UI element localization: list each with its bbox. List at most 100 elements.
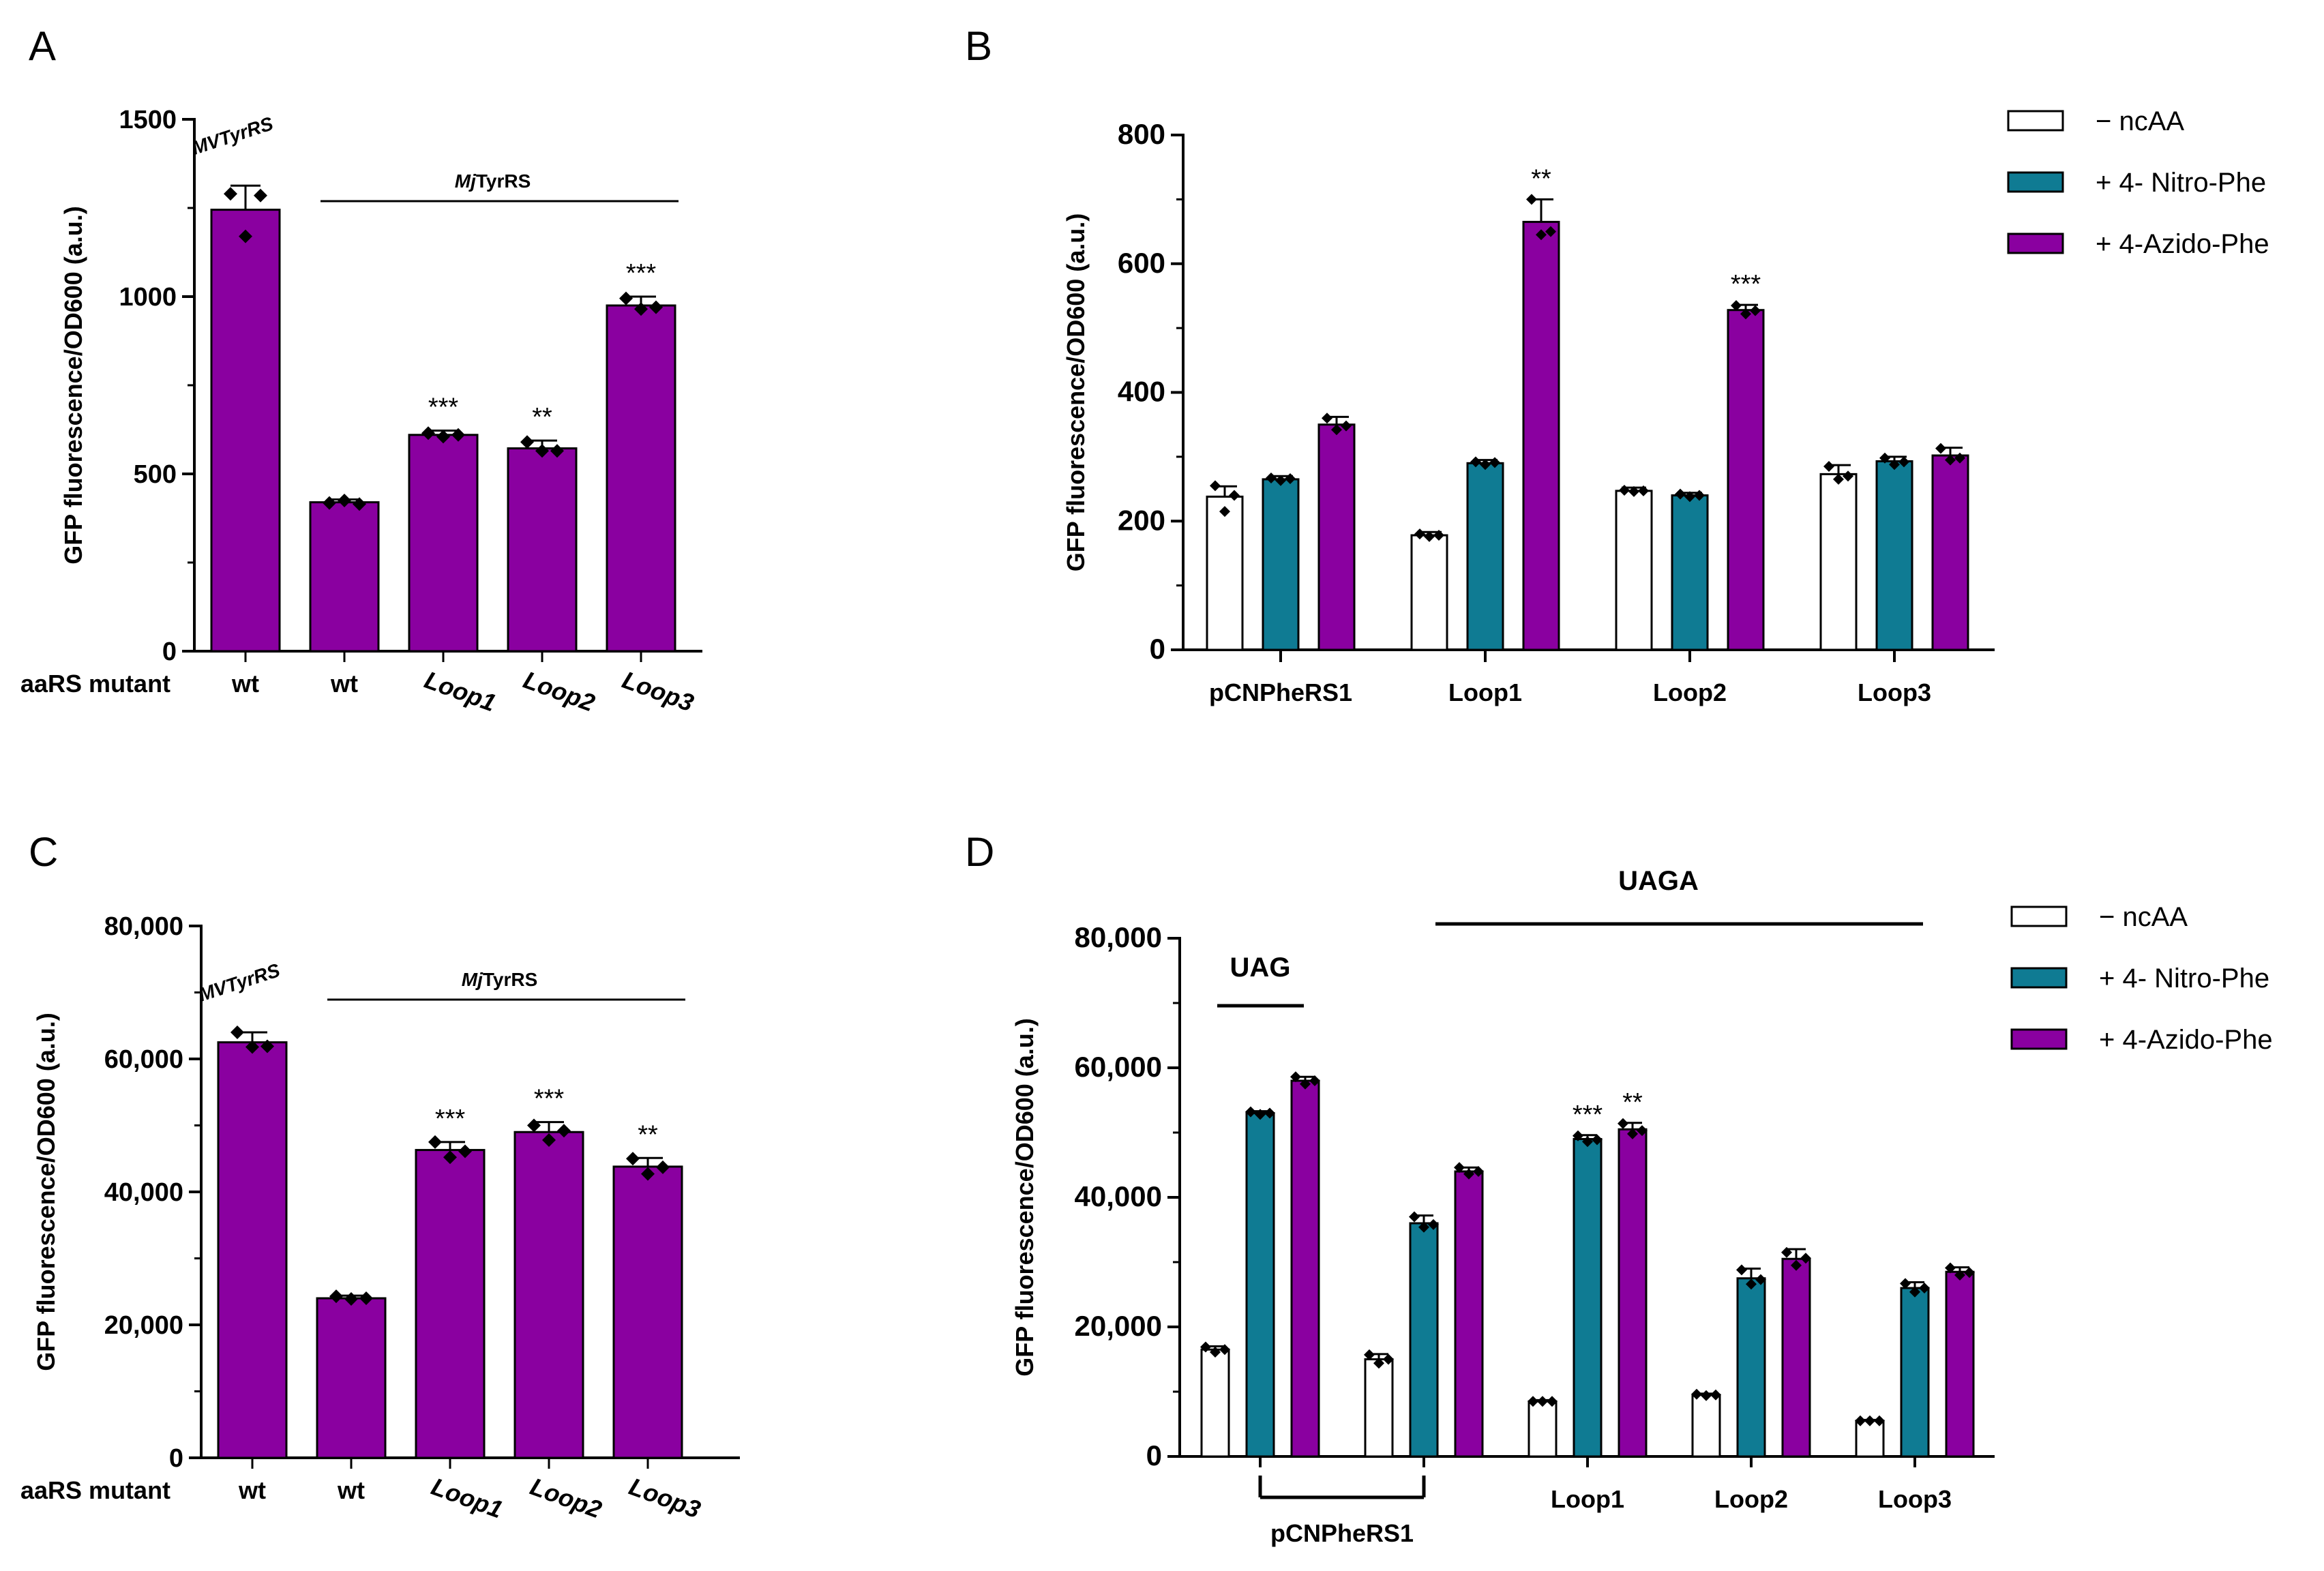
- category-label: Loop1: [1448, 678, 1522, 706]
- data-point: [344, 1291, 358, 1306]
- category-label: pCNPheRS1: [1209, 678, 1352, 706]
- legend-label: + 4-Azido-Phe: [2096, 229, 2269, 259]
- data-point: [1740, 308, 1751, 320]
- data-point: [626, 1152, 640, 1166]
- data-point: [1275, 475, 1286, 486]
- bar: [1900, 1287, 1930, 1458]
- panel-letter: D: [965, 829, 994, 875]
- y-axis-label: GFP fluorescence/OD600 (a.u.): [1011, 1018, 1039, 1377]
- category-label: Loop2: [520, 665, 598, 717]
- data-point: [1864, 1415, 1875, 1426]
- data-point: [1364, 1349, 1375, 1360]
- data-point: [1322, 413, 1332, 424]
- data-point: [1619, 484, 1630, 496]
- data-point: [1210, 1347, 1221, 1358]
- category-label: Loop2: [1714, 1485, 1788, 1513]
- category-label: Loop3: [1858, 678, 1931, 706]
- significance-marker: ***: [1573, 1101, 1603, 1129]
- y-tick-label: 80,000: [104, 912, 183, 941]
- data-point: [1833, 473, 1844, 485]
- data-point: [1285, 473, 1296, 484]
- data-point: [1954, 452, 1965, 464]
- data-point: [359, 1291, 373, 1305]
- data-point: [1684, 491, 1695, 503]
- data-point: [1428, 1218, 1439, 1230]
- category-label: Loop1: [1551, 1485, 1624, 1513]
- category-label: wt: [231, 670, 259, 698]
- category-label: pCNPheRS1: [1270, 1519, 1414, 1547]
- data-point: [1694, 490, 1705, 501]
- y-tick-label: 60,000: [1075, 1051, 1162, 1083]
- data-point: [338, 494, 351, 507]
- data-point: [1331, 424, 1342, 436]
- error-bar: [534, 1121, 564, 1133]
- data-point: [1473, 1166, 1484, 1177]
- y-tick-label: 40,000: [1075, 1180, 1162, 1212]
- data-point: [1945, 454, 1956, 466]
- bar: [408, 434, 479, 653]
- bar: [1931, 454, 1969, 651]
- data-point: [353, 497, 366, 511]
- category-label: Loop2: [526, 1472, 605, 1523]
- data-point: [1889, 459, 1900, 470]
- data-point: [641, 1167, 655, 1181]
- data-point: [1874, 1415, 1885, 1426]
- category-label: Loop2: [1653, 678, 1727, 706]
- legend-label: + 4- Nitro-Phe: [2099, 963, 2269, 993]
- group-label-mvtyrrs: MVTyrRS: [196, 959, 282, 1006]
- data-point: [1219, 506, 1230, 518]
- data-point: [1691, 1388, 1702, 1400]
- data-point: [634, 302, 648, 316]
- bar: [1364, 1358, 1394, 1458]
- uag-label: UAG: [1230, 953, 1291, 983]
- error-bar: [230, 184, 260, 210]
- panel-c: C 0 20,000 40,000 60,000 80,000 GFP fluorescen…: [20, 829, 740, 1523]
- data-point: [1309, 1075, 1320, 1086]
- data-point: [1526, 194, 1537, 205]
- y-tick-label: 200: [1118, 504, 1165, 536]
- bar: [1410, 534, 1448, 651]
- data-point: [1200, 1341, 1211, 1353]
- data-point: [1823, 461, 1834, 473]
- significance-marker: ***: [534, 1085, 565, 1113]
- y-tick-label: 20,000: [1075, 1310, 1162, 1342]
- data-point: [421, 426, 435, 440]
- bar: [1522, 220, 1560, 651]
- data-point: [1731, 300, 1742, 312]
- bar: [210, 209, 281, 653]
- y-axis-label: GFP fluorescence/OD600 (a.u.): [32, 1013, 60, 1371]
- panel-d: D 0 20,000 40,000 60,000 80,000 GFP fluorescen…: [965, 829, 2273, 1547]
- data-point: [1409, 1211, 1420, 1223]
- y-tick-label: 0: [169, 1444, 183, 1473]
- data-point: [1418, 1221, 1429, 1233]
- category-label: Loop3: [619, 665, 697, 717]
- category-label: Loop1: [421, 665, 499, 717]
- y-tick-label: 80,000: [1075, 921, 1162, 953]
- data-point: [1341, 420, 1352, 432]
- data-point: [1618, 1118, 1628, 1129]
- bar: [507, 447, 578, 653]
- bar: [217, 1041, 288, 1459]
- category-label: wt: [238, 1476, 266, 1504]
- data-point: [1547, 1396, 1558, 1407]
- error-bar: [1787, 1248, 1806, 1259]
- bar: [1615, 490, 1653, 651]
- bar: [1317, 423, 1356, 651]
- data-point: [1480, 459, 1491, 470]
- data-point: [1300, 1078, 1311, 1090]
- y-tick-label: 0: [1146, 1439, 1162, 1471]
- bar: [1819, 473, 1858, 651]
- data-point: [1219, 1344, 1230, 1356]
- data-point: [1638, 485, 1649, 496]
- data-point: [1879, 452, 1890, 464]
- data-point: [1628, 485, 1639, 497]
- data-point: [1536, 229, 1547, 241]
- category-label: wt: [337, 1476, 365, 1504]
- data-point: [557, 1124, 571, 1138]
- data-point: [1537, 1396, 1548, 1407]
- group-label-suffix: TyrRS: [483, 969, 537, 990]
- bar: [1409, 1222, 1439, 1458]
- panel-a: A 0 500 1000 1500 GFP fluorescence/OD600 (a.u…: [20, 23, 702, 717]
- bar: [1875, 460, 1913, 651]
- legend-label: − ncAA: [2099, 902, 2188, 932]
